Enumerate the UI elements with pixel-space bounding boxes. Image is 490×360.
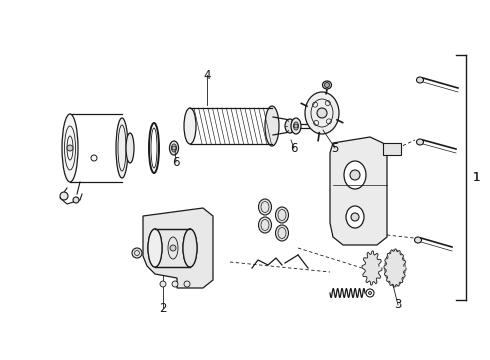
Circle shape (368, 292, 371, 294)
Ellipse shape (170, 141, 178, 155)
Circle shape (172, 281, 178, 287)
Circle shape (73, 197, 79, 203)
Polygon shape (330, 137, 387, 245)
Ellipse shape (385, 250, 405, 286)
Circle shape (294, 124, 298, 128)
Circle shape (60, 192, 68, 200)
Circle shape (132, 248, 142, 258)
Ellipse shape (291, 118, 301, 134)
Circle shape (317, 108, 327, 118)
Polygon shape (362, 251, 382, 285)
Ellipse shape (275, 207, 289, 223)
Ellipse shape (416, 77, 423, 83)
Circle shape (184, 281, 190, 287)
Circle shape (170, 245, 176, 251)
Ellipse shape (148, 229, 162, 267)
Circle shape (160, 281, 166, 287)
Ellipse shape (184, 108, 196, 144)
Text: 1: 1 (473, 171, 481, 184)
Ellipse shape (259, 199, 271, 215)
Ellipse shape (62, 114, 78, 182)
Ellipse shape (416, 139, 423, 145)
Polygon shape (383, 143, 401, 155)
Circle shape (172, 146, 176, 150)
Text: 4: 4 (203, 68, 211, 81)
Circle shape (391, 264, 399, 272)
Text: 3: 3 (394, 298, 402, 311)
Ellipse shape (259, 217, 271, 233)
Ellipse shape (116, 118, 128, 178)
Text: 6: 6 (290, 141, 298, 154)
Ellipse shape (285, 119, 295, 133)
Ellipse shape (367, 255, 377, 281)
Ellipse shape (265, 106, 279, 146)
Ellipse shape (183, 229, 197, 267)
Text: 1: 1 (472, 171, 480, 184)
Text: 2: 2 (159, 302, 167, 315)
Ellipse shape (126, 133, 134, 163)
Circle shape (324, 82, 329, 87)
Circle shape (67, 145, 73, 151)
Polygon shape (143, 208, 213, 288)
Ellipse shape (415, 237, 421, 243)
Ellipse shape (148, 229, 162, 267)
Text: 6: 6 (172, 156, 180, 168)
Ellipse shape (183, 229, 197, 267)
Circle shape (351, 213, 359, 221)
Ellipse shape (322, 81, 332, 89)
Text: 5: 5 (331, 141, 339, 154)
Polygon shape (384, 249, 406, 287)
Ellipse shape (305, 92, 339, 134)
Ellipse shape (275, 225, 289, 241)
Ellipse shape (344, 161, 366, 189)
Ellipse shape (346, 206, 364, 228)
Circle shape (350, 170, 360, 180)
